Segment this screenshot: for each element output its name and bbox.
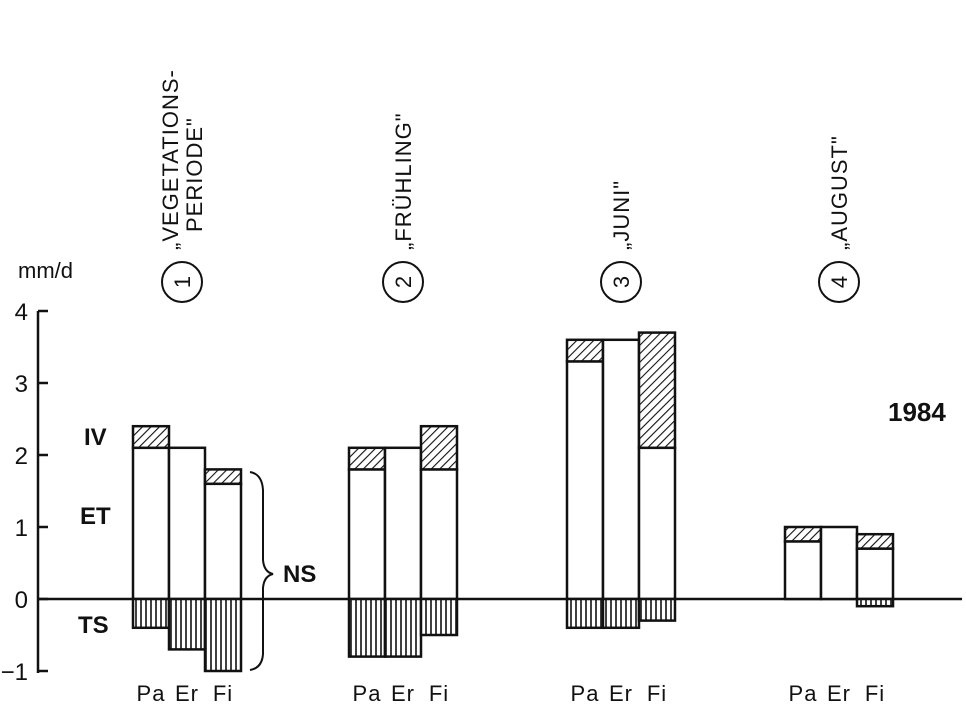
group-number: 1 xyxy=(170,276,195,288)
bar-et-fi xyxy=(637,446,677,601)
bar-iv-fi xyxy=(419,424,459,471)
legend-label-iv: IV xyxy=(84,424,107,451)
x-tick-label: Er xyxy=(609,681,633,706)
bar-et-er xyxy=(167,446,207,601)
x-tick-label: Fi xyxy=(429,681,449,706)
ns-brace xyxy=(249,471,274,671)
bar-ts-fi xyxy=(637,597,677,622)
x-tick-label: Er xyxy=(827,681,851,706)
x-tick-label: Fi xyxy=(213,681,233,706)
group-number: 4 xyxy=(827,276,852,288)
bar-ts-pa xyxy=(347,597,387,658)
bar-ts-er xyxy=(167,597,207,651)
bar-et-er xyxy=(383,446,423,601)
period-label: „AUGUST" xyxy=(827,135,852,250)
bar-group-1 xyxy=(131,424,243,673)
bar-iv-fi xyxy=(855,532,895,550)
bar-ts-pa xyxy=(565,597,605,630)
x-tick-label: Er xyxy=(391,681,415,706)
x-tick-label: Pa xyxy=(353,681,382,706)
x-tick-label: Pa xyxy=(789,681,818,706)
bar-et-er xyxy=(819,525,859,601)
bars xyxy=(131,331,895,673)
y-tick-label: 2 xyxy=(15,443,28,470)
y-unit-label: mm/d xyxy=(18,258,73,283)
group-number-circle xyxy=(818,261,860,303)
period-label: „VEGETATIONS- xyxy=(158,69,183,250)
bar-iv-fi xyxy=(637,331,677,450)
group-number-circle xyxy=(161,261,203,303)
bar-et-er xyxy=(601,338,641,601)
bar-group-4 xyxy=(783,525,895,608)
period-label: „FRÜHLING" xyxy=(391,112,416,250)
unit-label-group: mm/d xyxy=(18,258,73,283)
year-label: 1984 xyxy=(888,397,946,427)
x-tick-label: Fi xyxy=(647,681,667,706)
x-tick-label: Pa xyxy=(137,681,166,706)
group-number-circle xyxy=(382,261,424,303)
bar-ts-er xyxy=(383,597,423,658)
y-tick-label: 0 xyxy=(15,587,28,614)
period-label: „JUNI" xyxy=(609,180,634,250)
bar-et-pa xyxy=(131,446,171,601)
y-tick-label: −1 xyxy=(1,659,28,686)
bar-iv-pa xyxy=(131,424,171,450)
bar-ts-er xyxy=(601,597,641,630)
bar-et-pa xyxy=(347,468,387,601)
bar-group-2 xyxy=(347,424,459,658)
x-tick-label: Er xyxy=(175,681,199,706)
legend-label-et: ET xyxy=(80,503,111,530)
group-number: 2 xyxy=(391,276,416,288)
bar-ts-pa xyxy=(131,597,171,630)
bar-et-fi xyxy=(855,547,895,601)
bar-iv-fi xyxy=(203,468,243,486)
bar-et-fi xyxy=(203,482,243,601)
bar-iv-pa xyxy=(347,446,387,471)
y-tick-label: 3 xyxy=(15,371,28,398)
x-tick-label: Pa xyxy=(571,681,600,706)
bar-ts-fi xyxy=(419,597,459,637)
group-number-circle xyxy=(600,261,642,303)
y-tick-label: 4 xyxy=(15,299,28,326)
bar-ts-fi xyxy=(855,597,895,608)
legend-label-ts: TS xyxy=(78,612,109,639)
period-label-line2: PERIODE" xyxy=(182,117,207,232)
brace-label-ns: NS xyxy=(283,561,316,588)
bar-et-pa xyxy=(565,360,605,601)
bar-et-fi xyxy=(419,468,459,601)
y-tick-label: 1 xyxy=(15,515,28,542)
labels: Pa Er Fi 1 „VEGETATIONS- PERIODE" Pa Er Fi 2 „FRÜH… xyxy=(137,69,885,706)
bar-ts-fi xyxy=(203,597,243,673)
group-number: 3 xyxy=(609,276,634,288)
x-tick-label: Fi xyxy=(865,681,885,706)
bar-group-3 xyxy=(565,331,677,630)
bar-iv-pa xyxy=(783,525,823,543)
bar-iv-pa xyxy=(565,338,605,363)
bar-et-pa xyxy=(783,540,823,601)
